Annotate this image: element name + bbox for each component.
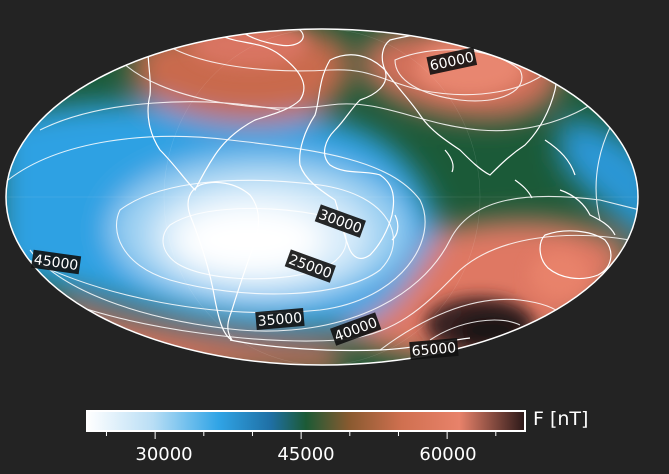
colorbar-title: F [nT] (533, 408, 589, 430)
contour-label: 65000 (409, 337, 459, 361)
graticule (6, 29, 638, 365)
svg-text:35000: 35000 (257, 310, 303, 330)
colorbar-gradient (86, 410, 526, 432)
colorbar-ticks (105, 431, 497, 439)
field-shading (6, 29, 638, 365)
colorbar-tick-label: 45000 (277, 444, 335, 465)
contour-label: 45000 (31, 249, 82, 275)
colorbar-tick-label: 60000 (419, 444, 477, 465)
svg-text:65000: 65000 (411, 340, 457, 360)
colorbar-tick-label: 30000 (135, 444, 193, 465)
svg-text:45000: 45000 (33, 252, 79, 274)
globe-outline (5, 28, 639, 366)
colorbar (86, 410, 526, 439)
contour-label: 35000 (255, 307, 305, 331)
